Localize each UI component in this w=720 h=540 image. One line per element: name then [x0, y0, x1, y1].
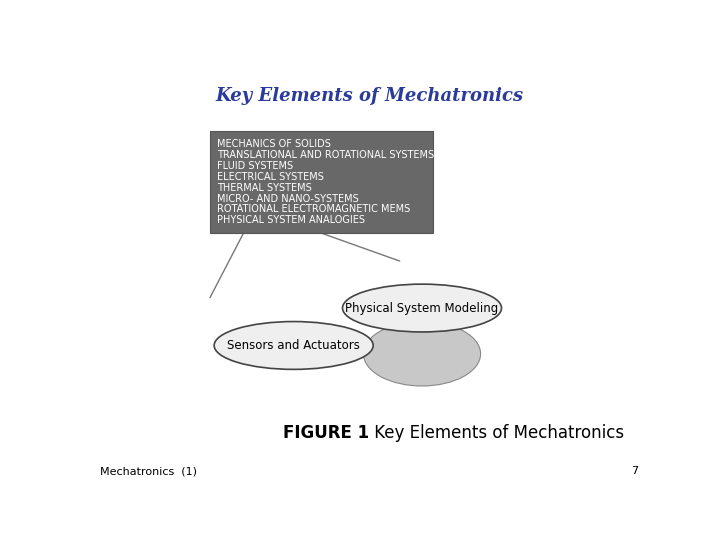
Ellipse shape [343, 284, 502, 332]
Ellipse shape [214, 321, 373, 369]
Text: MICRO- AND NANO-SYSTEMS: MICRO- AND NANO-SYSTEMS [217, 193, 359, 204]
FancyBboxPatch shape [210, 131, 433, 233]
Text: MECHANICS OF SOLIDS: MECHANICS OF SOLIDS [217, 139, 330, 149]
Text: FIGURE 1: FIGURE 1 [283, 424, 369, 442]
Text: Key Elements of Mechatronics: Key Elements of Mechatronics [369, 424, 624, 442]
Text: FLUID SYSTEMS: FLUID SYSTEMS [217, 161, 293, 171]
Text: ELECTRICAL SYSTEMS: ELECTRICAL SYSTEMS [217, 172, 323, 182]
Ellipse shape [364, 321, 481, 386]
Text: Mechatronics  (1): Mechatronics (1) [100, 467, 197, 476]
Text: ROTATIONAL ELECTROMAGNETIC MEMS: ROTATIONAL ELECTROMAGNETIC MEMS [217, 205, 410, 214]
Text: Key Elements of Mechatronics: Key Elements of Mechatronics [215, 87, 523, 105]
Text: TRANSLATIONAL AND ROTATIONAL SYSTEMS: TRANSLATIONAL AND ROTATIONAL SYSTEMS [217, 150, 433, 160]
Text: PHYSICAL SYSTEM ANALOGIES: PHYSICAL SYSTEM ANALOGIES [217, 215, 364, 225]
Text: Sensors and Actuators: Sensors and Actuators [228, 339, 360, 352]
Text: Physical System Modeling: Physical System Modeling [346, 301, 499, 314]
Text: THERMAL SYSTEMS: THERMAL SYSTEMS [217, 183, 312, 193]
Text: 7: 7 [631, 467, 638, 476]
